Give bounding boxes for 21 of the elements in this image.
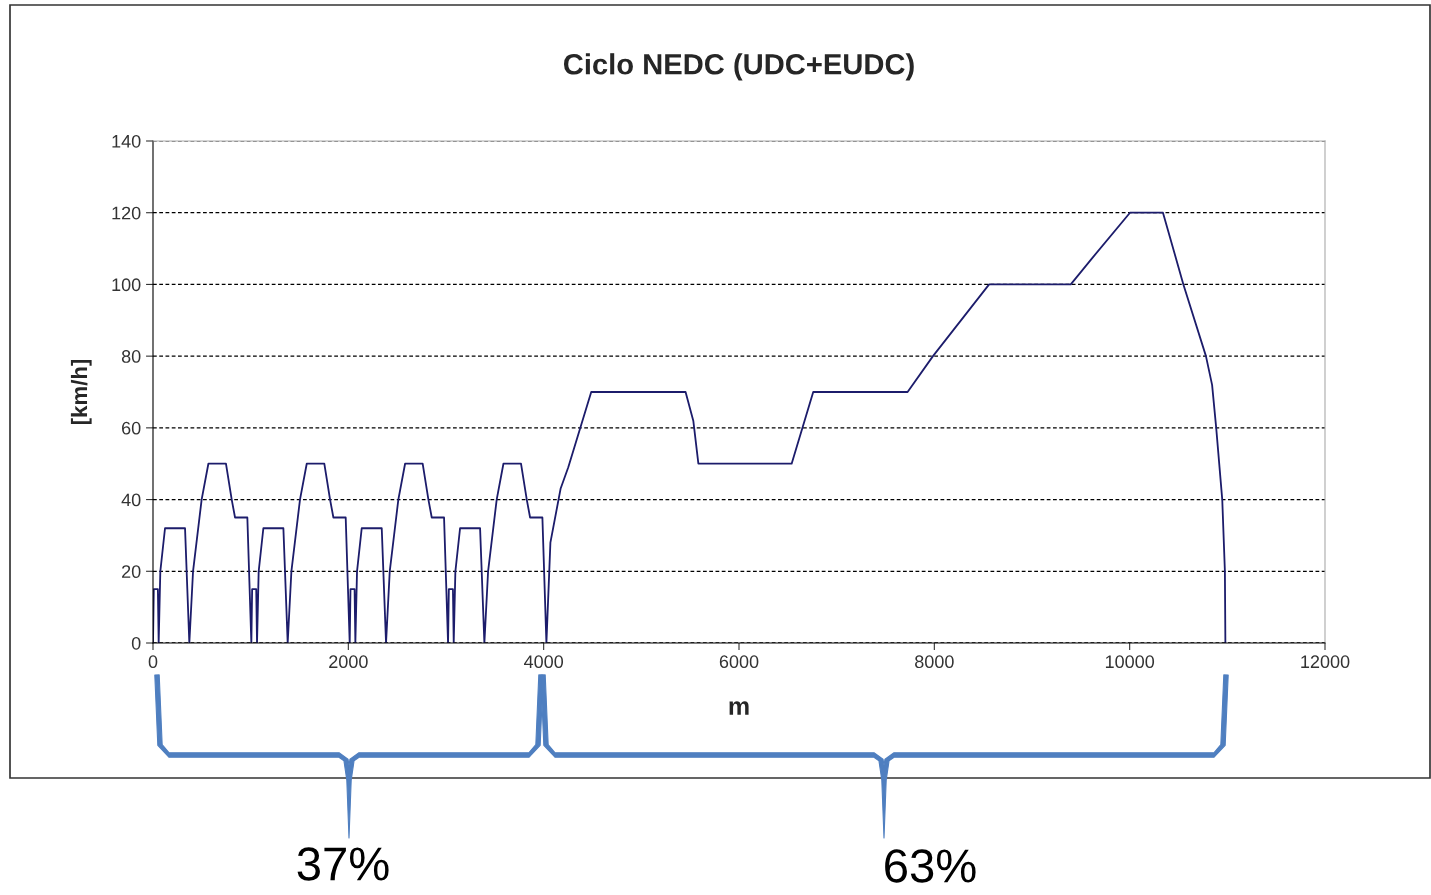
- x-tick-label: 8000: [915, 655, 954, 669]
- x-tick-label: 10000: [1105, 655, 1155, 669]
- text: 63%: [885, 849, 976, 883]
- x-tick-label: 0: [148, 655, 158, 669]
- y-tick-label: 120: [112, 206, 141, 220]
- y-tick-label: 100: [112, 278, 141, 292]
- text: 37%: [297, 847, 389, 881]
- x-tick-label: 6000: [719, 655, 759, 669]
- y-axis-title: [km/h]: [70, 359, 92, 425]
- y-tick-label: 0: [131, 636, 141, 650]
- x-tick-label: 2000: [329, 655, 368, 669]
- y-tick-label: 20: [122, 565, 141, 579]
- x-tick-label: 12000: [1301, 655, 1350, 669]
- y-tick-label: 140: [112, 134, 141, 148]
- line-series: [153, 211, 1227, 643]
- y-tick-label: 40: [121, 493, 141, 507]
- x-axis-title: m: [729, 701, 749, 715]
- x-tick-label: 4000: [524, 655, 564, 669]
- y-tick-label: 60: [122, 421, 141, 435]
- chart-title: Ciclo NEDC (UDC+EUDC): [563, 53, 914, 81]
- y-tick-label: 80: [121, 350, 141, 363]
